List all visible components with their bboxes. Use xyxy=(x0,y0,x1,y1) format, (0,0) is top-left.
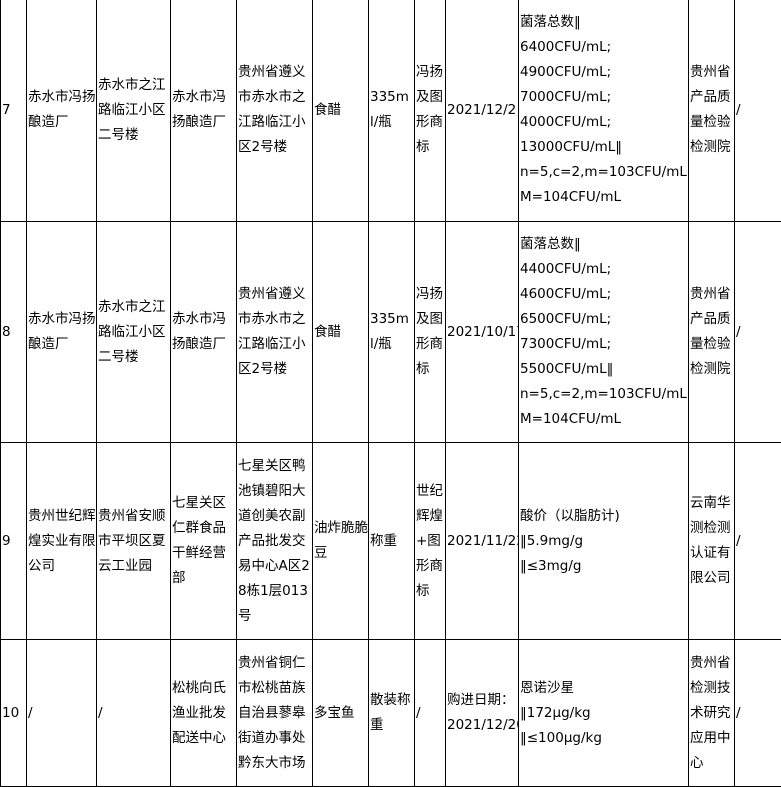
test-result-line: 4000CFU/mL; xyxy=(520,114,612,130)
test-result-line: n=5,c=2,m=103CFU/mL, xyxy=(520,386,689,402)
note-cell: / xyxy=(734,0,781,222)
specification-cell: 335ml/瓶 xyxy=(368,221,415,443)
producer-address-cell: / xyxy=(96,639,171,787)
test-result-line: 4600CFU/mL; xyxy=(520,286,612,302)
test-result-line: 5500CFU/mL‖ xyxy=(520,361,614,377)
row-number-cell: 10 xyxy=(0,639,27,787)
brand-cell: 世纪辉煌+图形商标 xyxy=(414,442,446,640)
sampled-unit-cell: 松桃向氏渔业批发配送中心 xyxy=(170,639,237,787)
sampled-unit-address-cell: 七星关区鸭池镇碧阳大道创美农副产品批发交易中心A区28栋1层013号 xyxy=(236,442,313,640)
sampled-unit-cell: 赤水市冯扬酿造厂 xyxy=(170,0,237,222)
producer-address-cell: 赤水市之江路临江小区二号楼 xyxy=(96,221,171,443)
test-result-line: 6500CFU/mL; xyxy=(520,311,612,327)
test-result-line: 7000CFU/mL; xyxy=(520,89,612,105)
note-cell: / xyxy=(734,442,781,640)
producer-name-cell: 贵州世纪辉煌实业有限公司 xyxy=(26,442,97,640)
production-date-cell: 2021/10/17 xyxy=(445,221,519,443)
test-result-line: 7300CFU/mL; xyxy=(520,336,612,352)
specification-cell: 散装称重 xyxy=(368,639,415,787)
test-result-line: 恩诺沙星 xyxy=(520,679,574,696)
row-number-cell: 9 xyxy=(0,442,27,640)
producer-name-cell: 赤水市冯扬酿造厂 xyxy=(26,221,97,443)
note-cell: / xyxy=(734,221,781,443)
test-result-line: 菌落总数‖ xyxy=(520,14,581,30)
production-date-line: 购进日期： xyxy=(447,692,515,708)
production-date-line: 2021/12/2 xyxy=(447,101,517,118)
test-result-cell: 恩诺沙星 ‖172μg/kg ‖≤100μg/kg xyxy=(518,639,689,787)
production-date-line: 2021/10/17 xyxy=(447,323,519,340)
test-result-line: ‖5.9mg/g xyxy=(520,532,584,549)
table-row: 8 赤水市冯扬酿造厂 赤水市之江路临江小区二号楼 赤水市冯扬酿造厂 贵州省遵义市赤水市之… xyxy=(0,221,781,443)
row-number-cell: 7 xyxy=(0,0,27,222)
note-cell: / xyxy=(734,639,781,787)
food-name-cell: 多宝鱼 xyxy=(312,639,369,787)
specification-cell: 335ml/瓶 xyxy=(368,0,415,222)
food-name-cell: 食醋 xyxy=(312,0,369,222)
test-result-line: M=104CFU/mL xyxy=(520,411,622,427)
test-result-line: n=5,c=2,m=103CFU/mL, xyxy=(520,164,689,180)
food-name-cell: 食醋 xyxy=(312,221,369,443)
producer-address-cell: 赤水市之江路临江小区二号楼 xyxy=(96,0,171,222)
test-result-line: 13000CFU/mL‖ xyxy=(520,139,622,155)
test-result-line: 6400CFU/mL; xyxy=(520,39,612,55)
production-date-cell: 2021/11/22 xyxy=(445,442,519,640)
specification-cell: 称重 xyxy=(368,442,415,640)
sampled-unit-address-cell: 贵州省铜仁市松桃苗族自治县蓼皋街道办事处黔东大市场 xyxy=(236,639,313,787)
sampled-unit-cell: 七星关区仁群食品干鲜经营部 xyxy=(170,442,237,640)
producer-name-cell: 赤水市冯扬酿造厂 xyxy=(26,0,97,222)
testing-agency-cell: 云南华测检测认证有限公司 xyxy=(688,442,735,640)
food-name-cell: 油炸脆脆豆 xyxy=(312,442,369,640)
sampled-unit-address-cell: 贵州省遵义市赤水市之江路临江小区2号楼 xyxy=(236,0,313,222)
brand-cell: 冯扬及图形商标 xyxy=(414,221,446,443)
sampled-unit-cell: 赤水市冯扬酿造厂 xyxy=(170,221,237,443)
test-result-line: 4900CFU/mL; xyxy=(520,64,612,80)
test-result-line: 菌落总数‖ xyxy=(520,236,581,252)
test-result-cell: 酸价（以脂肪计) ‖5.9mg/g ‖≤3mg/g xyxy=(518,442,689,640)
producer-address-cell: 贵州省安顺市平坝区夏云工业园 xyxy=(96,442,171,640)
production-date-line: 2021/11/22 xyxy=(447,532,519,549)
test-result-line: M=104CFU/mL xyxy=(520,189,622,205)
table-row: 10// 松桃向氏渔业批发配送中心 贵州省铜仁市松桃苗族自治县蓼皋街道办事处黔东大市… xyxy=(0,639,781,787)
test-result-line: 4400CFU/mL; xyxy=(520,261,612,277)
test-result-line: 酸价（以脂肪计) xyxy=(520,507,620,524)
producer-name-cell: / xyxy=(26,639,97,787)
table-row: 7 赤水市冯扬酿造厂 赤水市之江路临江小区二号楼 赤水市冯扬酿造厂 贵州省遵义市赤水市之… xyxy=(0,0,781,222)
production-date-cell: 2021/12/2 xyxy=(445,0,519,222)
production-date-cell: 购进日期： 2021/12/20 xyxy=(445,639,519,787)
test-result-line: ‖≤100μg/kg xyxy=(520,729,602,746)
brand-cell: 冯扬及图形商标 xyxy=(414,0,446,222)
table-row: 9 贵州世纪辉煌实业有限公司 贵州省安顺市平坝区夏云工业园 七星关区仁群食品干鲜经营部… xyxy=(0,442,781,640)
test-result-line: ‖172μg/kg xyxy=(520,704,591,721)
production-date-line: 2021/12/20 xyxy=(447,717,519,733)
test-result-cell: 菌落总数‖ 6400CFU/mL; 4900CFU/mL; 7000CFU/mL; 40… xyxy=(518,0,689,222)
sampled-unit-address-cell: 贵州省遵义市赤水市之江路临江小区2号楼 xyxy=(236,221,313,443)
testing-agency-cell: 贵州省检测技术研究应用中心 xyxy=(688,639,735,787)
brand-cell: / xyxy=(414,639,446,787)
testing-agency-cell: 贵州省产品质量检验检测院 xyxy=(688,221,735,443)
testing-agency-cell: 贵州省产品质量检验检测院 xyxy=(688,0,735,222)
row-number-cell: 8 xyxy=(0,221,27,443)
test-result-cell: 菌落总数‖ 4400CFU/mL; 4600CFU/mL; 6500CFU/mL; 73… xyxy=(518,221,689,443)
test-result-line: ‖≤3mg/g xyxy=(520,557,582,574)
